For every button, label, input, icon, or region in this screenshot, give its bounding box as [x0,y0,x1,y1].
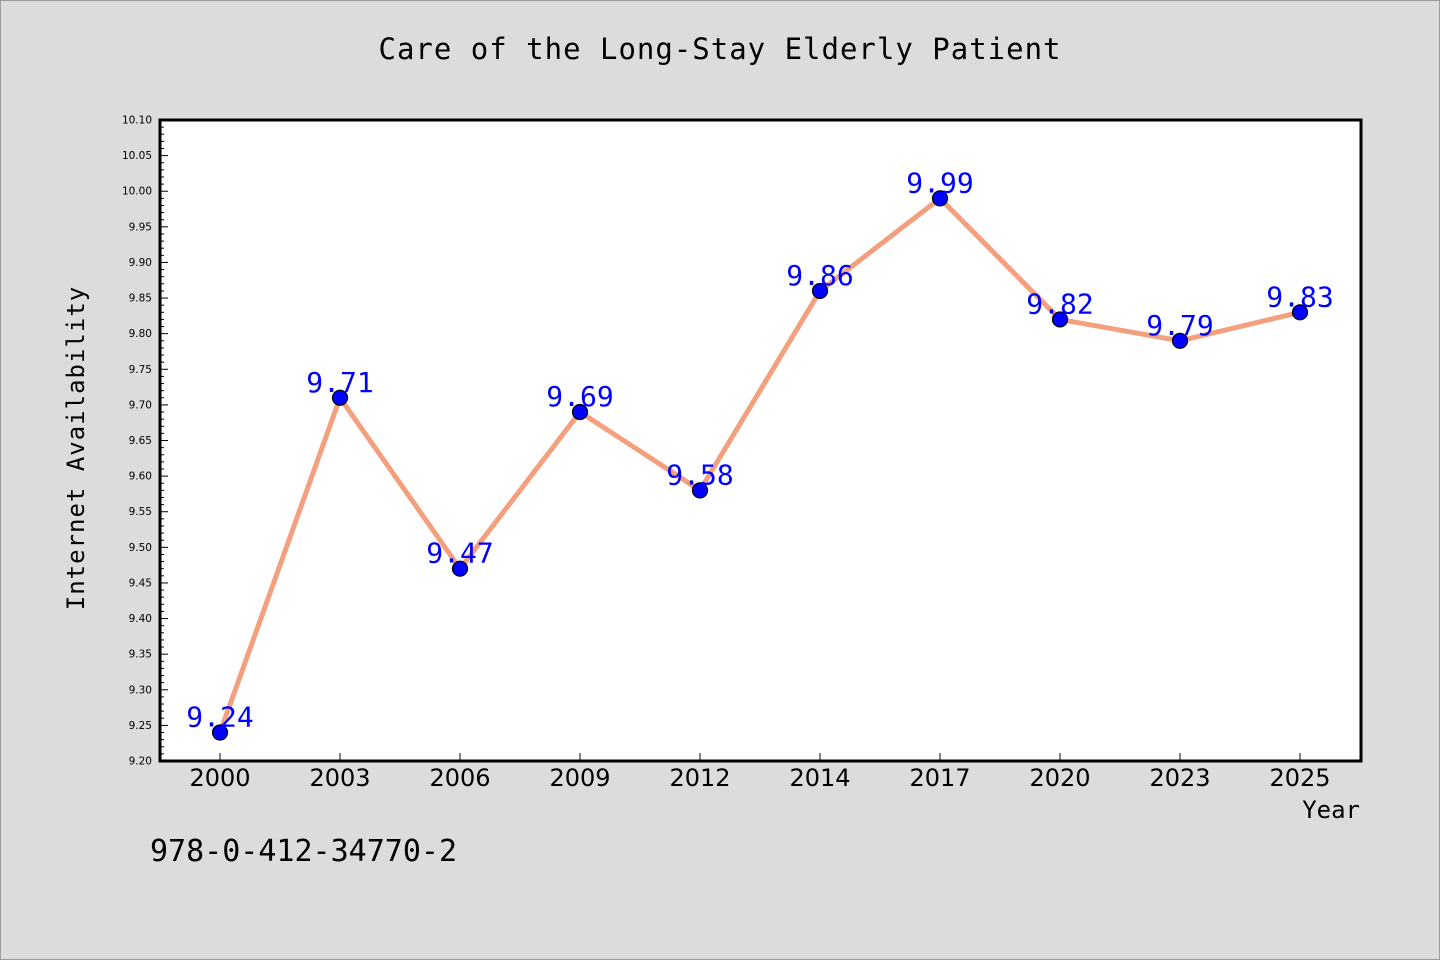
data-point [1291,304,1309,321]
plot-area [158,118,1363,763]
y-tick-label: 9.60 [129,471,152,483]
data-point [451,560,469,577]
y-tick-label: 9.45 [129,577,152,589]
data-point [691,482,709,499]
data-label: 9.69 [546,380,613,413]
data-point [211,724,229,741]
y-tick-label: 9.55 [129,506,152,518]
y-axis-ticks: 9.20 9.25 9.30 9.35 9.40 9.45 9.50 9.55 9.60 9.65… [122,115,168,768]
y-tick-label: 9.40 [129,613,152,625]
y-tick-label: 9.35 [129,649,152,661]
y-tick-label: 9.75 [129,364,152,376]
chart-title: Care of the Long-Stay Elderly Patient [378,32,1062,66]
x-axis-ticks: 2000 2003 2006 2009 2012 2014 2017 2020 2023 2025 [189,753,1331,792]
y-tick-label: 9.65 [129,435,152,447]
x-tick-label: 2023 [1149,764,1210,792]
data-label: 9.86 [786,259,853,292]
y-tick-label: 9.70 [129,399,152,411]
data-point [571,403,589,421]
y-axis-title: Internet Availability [62,285,90,611]
y-tick-label: 9.30 [129,684,152,696]
data-label: 9.58 [666,458,733,491]
x-tick-label: 2017 [909,764,970,792]
data-label: 9.79 [1146,309,1213,342]
y-tick-label: 10.05 [122,150,152,162]
data-label: 9.47 [426,537,493,570]
data-point [331,389,349,406]
x-axis-title: Year [1302,796,1360,824]
y-tick-label: 9.95 [129,221,152,233]
x-tick-label: 2012 [669,764,730,792]
y-tick-label: 9.85 [129,293,152,305]
data-label: 9.24 [186,701,253,734]
data-label: 9.71 [306,366,373,399]
x-tick-label: 2000 [189,764,250,792]
data-point [1171,332,1189,349]
y-tick-label: 9.90 [129,257,152,269]
y-tick-label: 9.80 [129,328,152,340]
x-tick-label: 2009 [549,764,610,792]
data-label: 9.99 [906,166,973,199]
isbn-text: 978-0-412-34770-2 [150,834,458,869]
data-point [1051,311,1069,328]
data-label: 9.83 [1266,280,1333,313]
y-tick-label: 10.00 [122,186,152,198]
data-label: 9.82 [1026,287,1093,320]
data-point [811,282,829,300]
series-line [217,195,1303,736]
series-group [211,190,1309,741]
y-tick-label: 9.50 [129,542,152,554]
data-point [931,190,949,207]
x-tick-label: 2006 [429,764,490,792]
data-labels: 9.24 9.71 9.47 9.69 9.58 9.86 9.99 9.82 9.79 9.83 [186,166,1333,733]
y-tick-label: 9.20 [129,756,152,768]
x-tick-label: 2020 [1029,764,1090,792]
y-tick-label: 9.25 [129,720,152,732]
x-tick-label: 2014 [789,764,850,792]
y-tick-label: 10.10 [122,115,152,127]
x-tick-label: 2003 [309,764,370,792]
x-tick-label: 2025 [1269,764,1330,792]
